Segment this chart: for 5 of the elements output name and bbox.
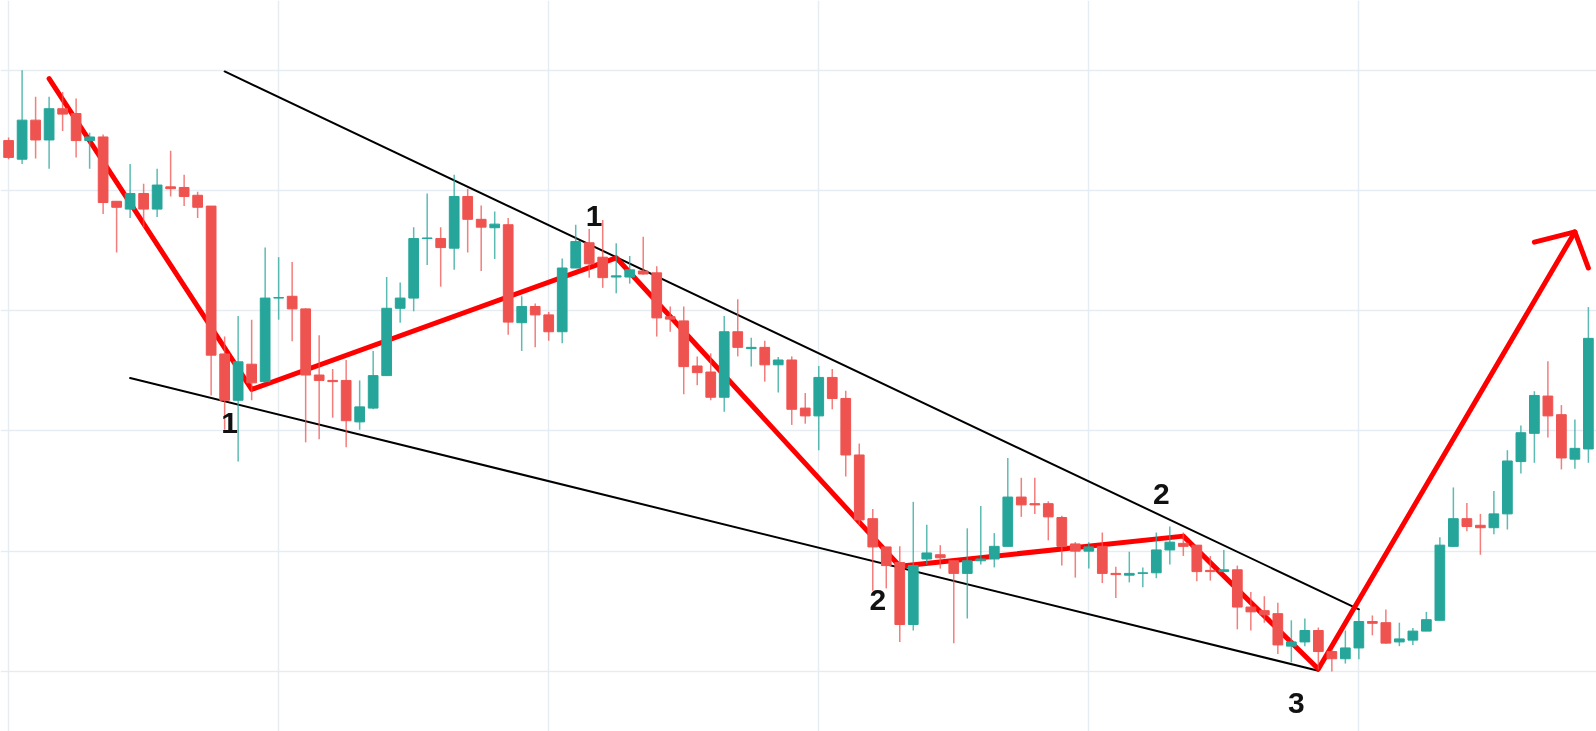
annotation: 2 xyxy=(1152,477,1170,511)
text: 3 xyxy=(1288,685,1305,719)
annotation: 1 xyxy=(221,406,238,440)
annotation: 2 xyxy=(869,583,887,617)
annotation: 1 xyxy=(585,198,603,232)
